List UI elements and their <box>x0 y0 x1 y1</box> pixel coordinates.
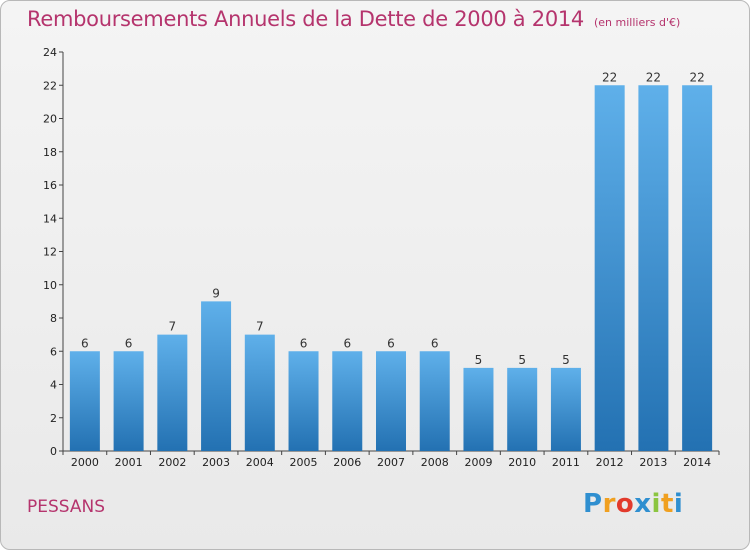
x-tick-label-2004: 2004 <box>246 456 274 469</box>
bar-2010 <box>507 367 538 451</box>
y-tick-label: 6 <box>50 345 57 358</box>
bar-2007 <box>376 351 406 451</box>
value-label-2002: 7 <box>169 320 177 334</box>
y-tick-label: 8 <box>50 312 57 325</box>
logo-letter: P <box>583 489 603 519</box>
x-tick-label-2001: 2001 <box>115 456 143 469</box>
proxiti-logo[interactable]: Proxiti <box>583 489 683 519</box>
chart-subtitle: (en milliers d'€) <box>594 16 681 29</box>
x-tick-label-2000: 2000 <box>71 456 99 469</box>
y-tick-label: 14 <box>43 212 57 225</box>
logo-letter: i <box>673 489 684 519</box>
value-label-2006: 6 <box>343 336 351 350</box>
value-label-2010: 5 <box>518 353 526 367</box>
value-label-2000: 6 <box>81 336 89 350</box>
x-tick-label-2013: 2013 <box>639 456 667 469</box>
logo-letter: x <box>634 489 652 519</box>
value-label-2004: 7 <box>256 320 264 334</box>
value-label-2009: 5 <box>475 353 483 367</box>
bar-2006 <box>332 351 363 451</box>
chart-labels: 6 2000 6 2001 7 2002 9 2003 7 2004 6 2005 6 2006 6 2007… <box>71 70 711 469</box>
y-tick-label: 24 <box>43 46 57 59</box>
x-tick-label-2007: 2007 <box>377 456 405 469</box>
value-label-2014: 22 <box>689 70 704 84</box>
chart-title: Remboursements Annuels de la Dette de 20… <box>27 7 680 31</box>
value-label-2007: 6 <box>387 336 395 350</box>
y-tick-label: 10 <box>43 279 57 292</box>
bar-2011 <box>550 367 581 451</box>
x-tick-label-2005: 2005 <box>290 456 318 469</box>
y-tick-label: 2 <box>50 412 57 425</box>
bar-2001 <box>113 351 144 451</box>
value-label-2013: 22 <box>646 70 661 84</box>
y-tick-label: 18 <box>43 146 57 159</box>
value-label-2008: 6 <box>431 336 439 350</box>
x-tick-label-2014: 2014 <box>683 456 711 469</box>
bar-2004 <box>244 334 275 451</box>
x-tick-label-2009: 2009 <box>464 456 492 469</box>
x-tick-label-2003: 2003 <box>202 456 230 469</box>
x-tick-label-2008: 2008 <box>421 456 449 469</box>
bar-2014 <box>682 85 713 451</box>
logo-letter: o <box>615 489 635 519</box>
x-tick-label-2006: 2006 <box>333 456 361 469</box>
y-tick-label: 12 <box>43 246 57 259</box>
value-label-2001: 6 <box>125 336 133 350</box>
bar-2008 <box>419 351 450 451</box>
y-tick-label: 20 <box>43 113 57 126</box>
chart-bars <box>69 85 713 451</box>
x-tick-label-2002: 2002 <box>158 456 186 469</box>
x-tick-label-2010: 2010 <box>508 456 536 469</box>
value-label-2005: 6 <box>300 336 308 350</box>
logo-letter: r <box>602 489 616 519</box>
bar-2013 <box>638 85 669 451</box>
logo-letter: i <box>651 489 661 519</box>
value-label-2003: 9 <box>212 286 220 300</box>
bar-2002 <box>157 334 188 451</box>
y-tick-label: 4 <box>50 379 57 392</box>
chart-title-text: Remboursements Annuels de la Dette de 20… <box>27 7 584 31</box>
y-tick-label: 22 <box>43 79 57 92</box>
bar-2003 <box>201 301 232 451</box>
y-tick-label: 0 <box>50 445 57 458</box>
value-label-2012: 22 <box>602 70 617 84</box>
bar-2000 <box>69 351 100 451</box>
bar-2009 <box>463 367 494 451</box>
y-tick-label: 16 <box>43 179 57 192</box>
bar-2005 <box>288 351 319 451</box>
commune-name: PESSANS <box>27 497 106 517</box>
value-label-2011: 5 <box>562 353 570 367</box>
bar-2012 <box>594 85 625 451</box>
logo-letter: t <box>660 489 674 519</box>
x-tick-label-2011: 2011 <box>552 456 580 469</box>
x-tick-label-2012: 2012 <box>596 456 624 469</box>
